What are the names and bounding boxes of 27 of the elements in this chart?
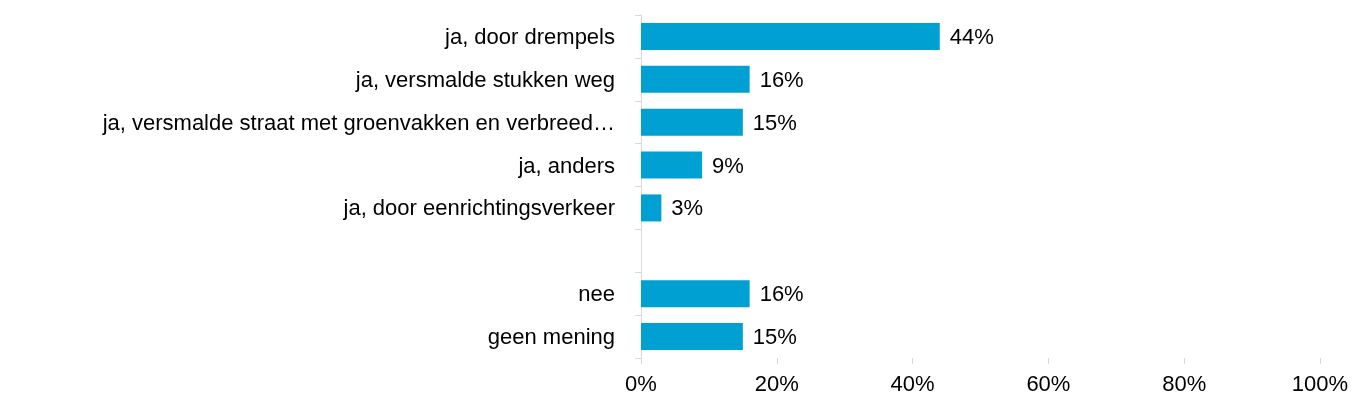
x-tick-label: 100% (1291, 370, 1349, 396)
x-tick-label: 20% (754, 370, 799, 396)
bar (641, 65, 750, 93)
data-label: 44% (949, 23, 994, 49)
x-tick-label: 60% (1026, 370, 1071, 396)
bar (641, 323, 743, 351)
bar (641, 194, 662, 222)
y-tick-label: ja, door eenrichtingsverkeer (342, 195, 615, 221)
bar (641, 151, 703, 179)
y-tick-label: ja, versmalde stukken weg (354, 66, 615, 92)
y-tick-label: ja, versmalde straat met groenvakken en verbreed… (101, 109, 615, 135)
y-tick-label: ja, anders (517, 152, 615, 178)
bar (641, 108, 743, 136)
x-tick-label: 0% (625, 370, 657, 396)
data-label: 15% (752, 324, 797, 350)
data-label: 16% (759, 66, 804, 92)
y-tick-label: ja, door drempels (444, 23, 615, 49)
data-label: 3% (671, 195, 704, 221)
y-tick-label: nee (578, 281, 615, 307)
x-tick-label: 80% (1162, 370, 1207, 396)
bar (641, 22, 940, 50)
bar (641, 280, 750, 308)
x-tick-label: 40% (890, 370, 935, 396)
data-label: 15% (752, 109, 797, 135)
data-label: 16% (759, 281, 804, 307)
y-tick-label: geen mening (487, 324, 615, 350)
data-label: 9% (712, 152, 744, 178)
